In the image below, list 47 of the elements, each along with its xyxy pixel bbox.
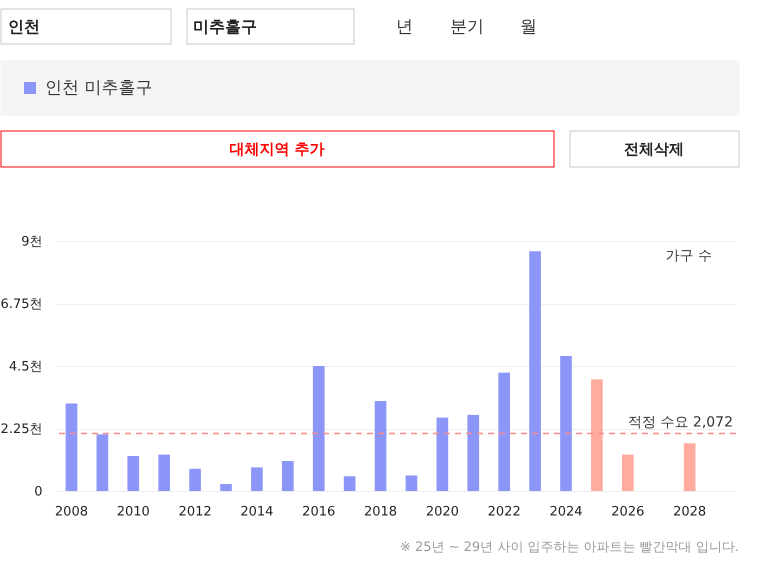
bar	[96, 434, 108, 491]
bar	[406, 475, 418, 491]
x-tick-label: 2020	[426, 504, 459, 520]
bar	[282, 461, 294, 491]
bar	[684, 443, 696, 491]
y-tick-label: 4.5천	[8, 360, 42, 374]
text: 미추홀구	[193, 17, 257, 36]
bar	[189, 468, 201, 491]
text: 분기	[450, 17, 484, 37]
bar	[158, 454, 170, 491]
x-tick-label: 2012	[178, 504, 212, 520]
bar	[467, 414, 480, 491]
bar	[436, 418, 448, 491]
x-tick-label: 2024	[549, 504, 583, 520]
text: ※ 25년 ~ 29년 사이 입주하는 아파트는 빨간막대 입니다.	[400, 540, 739, 555]
bar	[312, 366, 325, 491]
y-tick-label: 9천	[21, 234, 42, 250]
x-tick-label: 2028	[673, 504, 706, 520]
y-axis-title: 가구 수	[666, 248, 712, 264]
bar	[529, 251, 541, 491]
y-tick-label: 6.75천	[0, 297, 42, 312]
text: 월	[520, 17, 537, 37]
bar	[374, 401, 386, 491]
ref-line-label: 적정 수요 2,072	[628, 414, 733, 430]
text: 대체지역 추가	[229, 140, 325, 158]
bar	[220, 484, 232, 491]
text: 전체삭제	[624, 140, 684, 158]
y-tick-label: 2.25천	[0, 422, 42, 437]
x-tick-label: 2018	[364, 504, 398, 520]
x-tick-label: 2022	[488, 504, 521, 520]
bar	[591, 379, 603, 491]
bar	[622, 454, 634, 491]
bar	[127, 456, 140, 491]
bar	[560, 356, 572, 491]
x-tick-label: 2016	[302, 504, 336, 520]
x-tick-label: 2008	[54, 504, 88, 520]
x-tick-label: 2026	[611, 504, 644, 520]
x-tick-label: 2014	[240, 504, 274, 520]
text: 인천	[8, 17, 40, 36]
legend-label: 인천 미추홀구	[45, 78, 152, 98]
bar	[66, 404, 78, 491]
bar	[498, 372, 510, 491]
bar	[344, 476, 356, 491]
y-tick-label: 0	[34, 484, 42, 500]
x-tick-label: 2010	[116, 504, 150, 520]
text: 년	[396, 17, 413, 37]
bar	[251, 467, 263, 491]
